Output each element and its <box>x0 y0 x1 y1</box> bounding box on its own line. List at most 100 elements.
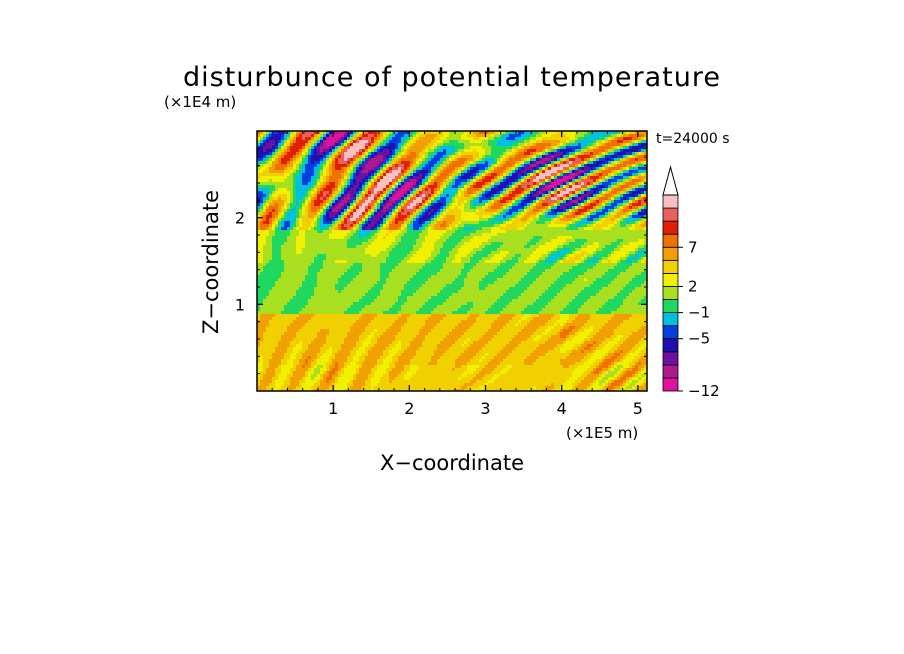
contour-cell <box>317 182 321 186</box>
contour-cell <box>536 179 540 183</box>
contour-cell <box>320 131 324 135</box>
contour-cell <box>308 161 312 165</box>
contour-cell <box>425 218 429 222</box>
contour-cell <box>446 140 450 144</box>
contour-cell <box>317 173 321 177</box>
contour-cell <box>560 218 564 222</box>
contour-cell <box>575 140 579 144</box>
contour-cell <box>362 161 366 165</box>
contour-cell <box>581 185 585 189</box>
contour-cell <box>320 221 324 225</box>
contour-cell <box>386 161 390 165</box>
contour-cell <box>641 158 645 162</box>
contour-cell <box>335 170 339 174</box>
contour-cell <box>440 182 444 186</box>
contour-cell <box>266 218 270 222</box>
contour-cell <box>527 164 531 168</box>
contour-cell <box>482 131 486 135</box>
contour-cell <box>371 146 375 150</box>
contour-cell <box>593 179 597 183</box>
contour-cell <box>440 140 444 144</box>
contour-cell <box>533 179 537 183</box>
contour-cell <box>269 200 273 204</box>
contour-cell <box>425 191 429 195</box>
contour-cell <box>374 152 378 156</box>
contour-cell <box>533 233 537 237</box>
contour-cell <box>311 137 315 141</box>
contour-cell <box>512 233 516 237</box>
contour-cell <box>512 176 516 180</box>
contour-cell <box>338 143 342 147</box>
contour-cell <box>608 161 612 165</box>
contour-cell <box>272 203 276 207</box>
contour-cell <box>455 200 459 204</box>
contour-cell <box>629 227 633 231</box>
contour-cell <box>458 167 462 171</box>
contour-cell <box>524 140 528 144</box>
contour-cell <box>500 191 504 195</box>
contour-cell <box>365 245 369 249</box>
contour-cell <box>281 206 285 210</box>
contour-cell <box>626 212 630 216</box>
contour-cell <box>596 152 600 156</box>
contour-cell <box>401 227 405 231</box>
contour-cell <box>557 161 561 165</box>
contour-cell <box>443 185 447 189</box>
contour-cell <box>284 167 288 171</box>
contour-cell <box>320 239 324 243</box>
contour-cell <box>572 197 576 201</box>
contour-cell <box>539 218 543 222</box>
contour-cell <box>629 212 633 216</box>
contour-cell <box>272 236 276 240</box>
contour-cell <box>431 140 435 144</box>
contour-cell <box>617 140 621 144</box>
contour-cell <box>350 179 354 183</box>
contour-cell <box>434 134 438 138</box>
contour-cell <box>359 167 363 171</box>
contour-cell <box>617 227 621 231</box>
contour-cell <box>611 152 615 156</box>
contour-cell <box>500 218 504 222</box>
contour-cell <box>260 191 264 195</box>
contour-cell <box>584 218 588 222</box>
contour-cell <box>347 170 351 174</box>
contour-cell <box>434 206 438 210</box>
contour-cell <box>299 170 303 174</box>
contour-cell <box>443 161 447 165</box>
contour-cell <box>452 152 456 156</box>
contour-cell <box>416 212 420 216</box>
contour-cell <box>590 221 594 225</box>
contour-cell <box>461 188 465 192</box>
contour-cell <box>506 155 510 159</box>
contour-cell <box>452 212 456 216</box>
contour-cell <box>392 221 396 225</box>
contour-cell <box>413 167 417 171</box>
contour-cell <box>491 134 495 138</box>
contour-cell <box>332 233 336 237</box>
contour-cell <box>620 131 624 135</box>
contour-cell <box>293 155 297 159</box>
contour-cell <box>635 143 639 147</box>
contour-cell <box>290 224 294 228</box>
contour-cell <box>431 242 435 246</box>
contour-cell <box>404 245 408 249</box>
contour-cell <box>284 137 288 141</box>
contour-cell <box>596 143 600 147</box>
contour-cell <box>320 212 324 216</box>
contour-cell <box>599 242 603 246</box>
contour-cell <box>596 200 600 204</box>
contour-cell <box>629 194 633 198</box>
contour-cell <box>626 176 630 180</box>
contour-cell <box>395 200 399 204</box>
contour-cell <box>353 212 357 216</box>
contour-cell <box>563 239 567 243</box>
contour-cell <box>356 155 360 159</box>
contour-cell <box>554 146 558 150</box>
contour-cell <box>620 185 624 189</box>
contour-cell <box>386 233 390 237</box>
contour-cell <box>377 188 381 192</box>
contour-cell <box>494 155 498 159</box>
contour-cell <box>308 233 312 237</box>
contour-cell <box>314 191 318 195</box>
contour-cell <box>581 221 585 225</box>
